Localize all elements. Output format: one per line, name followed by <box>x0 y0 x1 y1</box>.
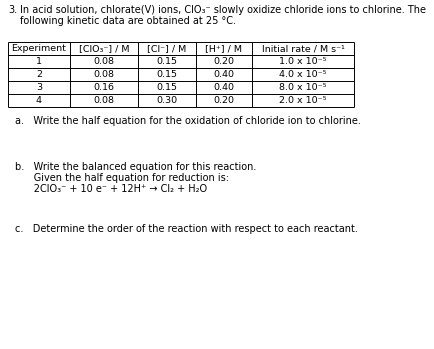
Text: 0.08: 0.08 <box>93 96 114 105</box>
Text: [Cl⁻] / M: [Cl⁻] / M <box>147 44 186 53</box>
Text: 0.40: 0.40 <box>213 70 234 79</box>
Text: a.   Write the half equation for the oxidation of chloride ion to chlorine.: a. Write the half equation for the oxida… <box>15 116 360 126</box>
Text: 2.0 x 10⁻⁵: 2.0 x 10⁻⁵ <box>279 96 326 105</box>
Text: c.   Determine the order of the reaction with respect to each reactant.: c. Determine the order of the reaction w… <box>15 224 357 234</box>
Text: 8.0 x 10⁻⁵: 8.0 x 10⁻⁵ <box>279 83 326 92</box>
Text: 3.: 3. <box>8 5 17 15</box>
Text: 4: 4 <box>36 96 42 105</box>
Text: 2ClO₃⁻ + 10 e⁻ + 12H⁺ → Cl₂ + H₂O: 2ClO₃⁻ + 10 e⁻ + 12H⁺ → Cl₂ + H₂O <box>15 184 207 194</box>
Text: 2: 2 <box>36 70 42 79</box>
Text: In acid solution, chlorate(V) ions, ClO₃⁻ slowly oxidize chloride ions to chlori: In acid solution, chlorate(V) ions, ClO₃… <box>20 5 425 15</box>
Text: 0.20: 0.20 <box>213 57 234 66</box>
Text: 0.30: 0.30 <box>156 96 177 105</box>
Text: [H⁺] / M: [H⁺] / M <box>205 44 242 53</box>
Text: following kinetic data are obtained at 25 °C.: following kinetic data are obtained at 2… <box>20 16 236 26</box>
Text: 1: 1 <box>36 57 42 66</box>
Text: 0.08: 0.08 <box>93 57 114 66</box>
Text: 0.20: 0.20 <box>213 96 234 105</box>
Text: 0.16: 0.16 <box>93 83 114 92</box>
Text: 0.15: 0.15 <box>156 70 177 79</box>
Text: 4.0 x 10⁻⁵: 4.0 x 10⁻⁵ <box>279 70 326 79</box>
Text: 0.40: 0.40 <box>213 83 234 92</box>
Text: Initial rate / M s⁻¹: Initial rate / M s⁻¹ <box>261 44 344 53</box>
Text: 0.15: 0.15 <box>156 83 177 92</box>
Text: 1.0 x 10⁻⁵: 1.0 x 10⁻⁵ <box>279 57 326 66</box>
Text: 3: 3 <box>36 83 42 92</box>
Text: 0.08: 0.08 <box>93 70 114 79</box>
Text: Experiment: Experiment <box>12 44 66 53</box>
Text: [ClO₃⁻] / M: [ClO₃⁻] / M <box>79 44 129 53</box>
Text: b.   Write the balanced equation for this reaction.: b. Write the balanced equation for this … <box>15 162 256 172</box>
Text: Given the half equation for reduction is:: Given the half equation for reduction is… <box>15 173 228 183</box>
Text: 0.15: 0.15 <box>156 57 177 66</box>
